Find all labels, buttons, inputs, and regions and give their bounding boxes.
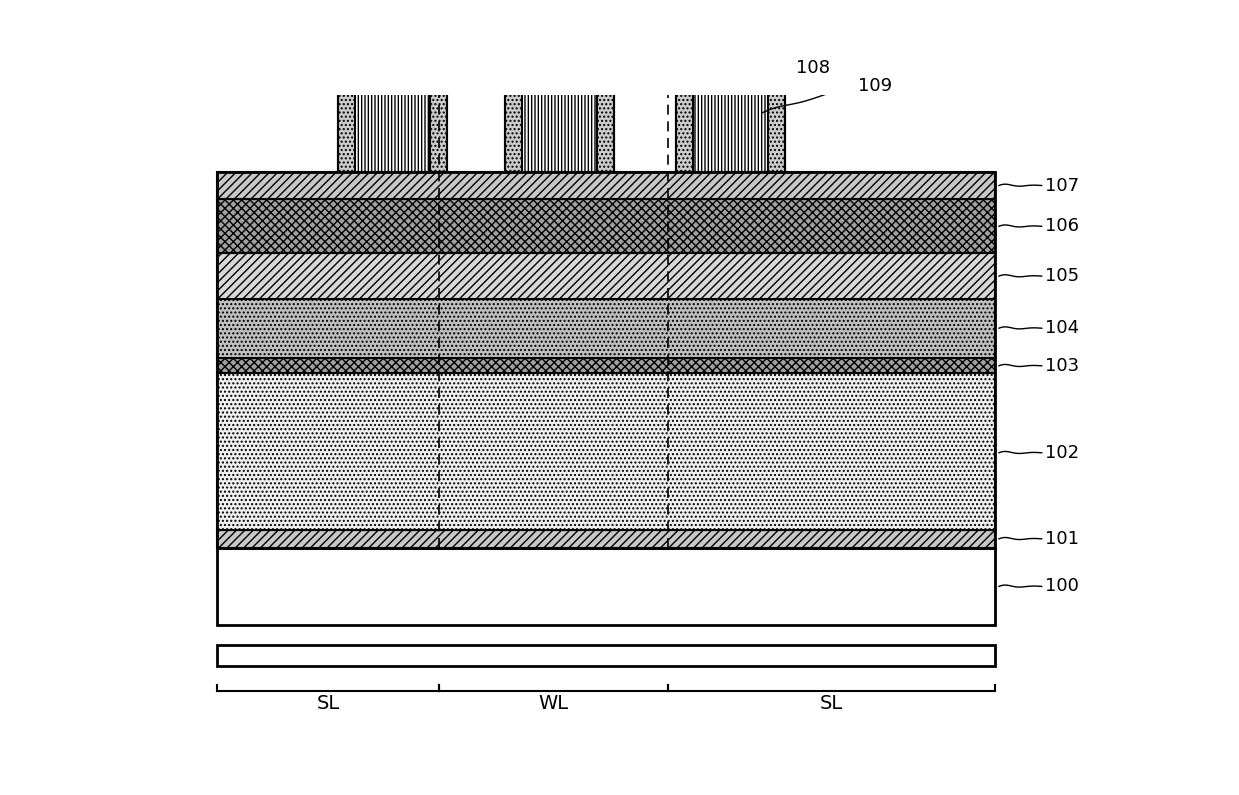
Bar — [676, 63, 786, 172]
Text: 104: 104 — [1044, 320, 1079, 337]
Bar — [217, 646, 995, 665]
Text: 101: 101 — [1044, 529, 1079, 548]
Bar — [506, 63, 615, 172]
Bar — [217, 299, 995, 358]
Text: 106: 106 — [1044, 217, 1079, 235]
Text: 105: 105 — [1044, 267, 1079, 285]
Text: SL: SL — [316, 694, 339, 713]
Bar — [217, 358, 995, 374]
Bar — [217, 199, 995, 254]
Text: 107: 107 — [1044, 176, 1079, 195]
Bar — [338, 63, 447, 172]
Bar — [217, 374, 995, 529]
Text: 102: 102 — [1044, 444, 1079, 462]
Bar — [694, 72, 768, 172]
Text: 109: 109 — [857, 77, 892, 95]
Bar — [506, 63, 615, 172]
Bar — [676, 63, 786, 172]
Text: SL: SL — [820, 694, 844, 713]
Text: 103: 103 — [1044, 357, 1079, 374]
Text: 100: 100 — [1044, 577, 1078, 595]
Text: WL: WL — [539, 694, 569, 713]
Bar — [217, 172, 995, 199]
Bar — [217, 529, 995, 548]
Bar — [522, 72, 597, 172]
Text: 108: 108 — [795, 59, 830, 77]
Bar — [338, 63, 447, 172]
Bar — [217, 172, 995, 548]
Bar — [217, 254, 995, 299]
Bar — [354, 72, 430, 172]
Bar — [217, 548, 995, 625]
